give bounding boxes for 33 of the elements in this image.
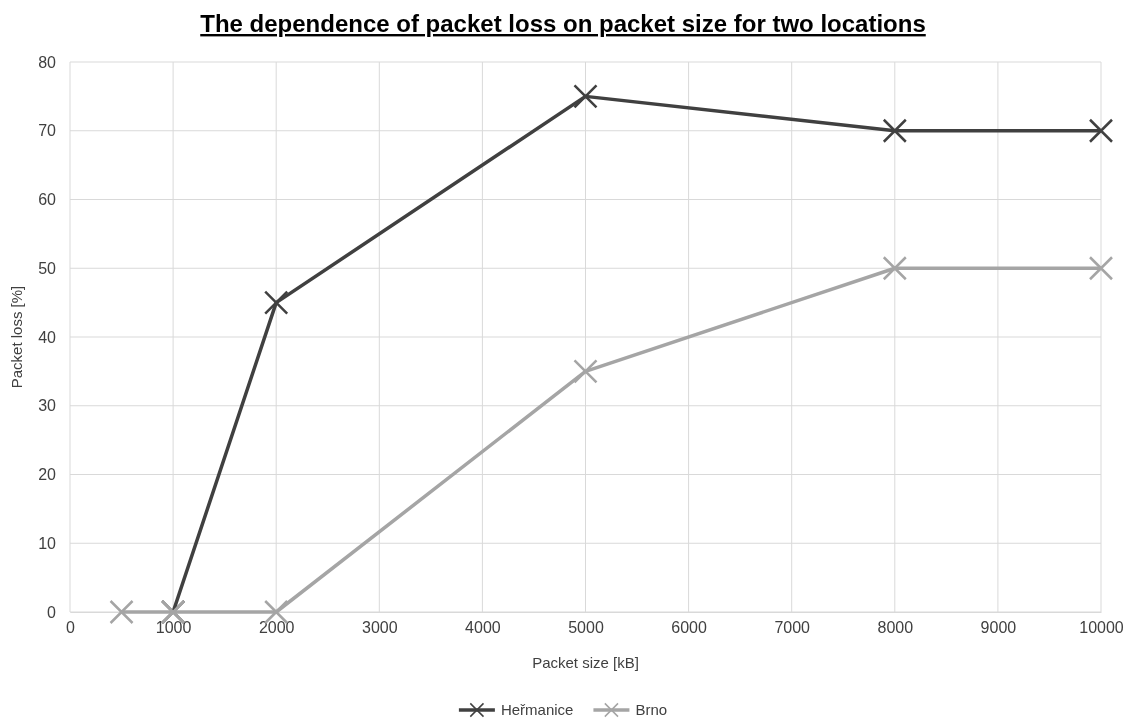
x-tick-label: 1000	[155, 619, 192, 637]
y-tick-label: 10	[38, 534, 57, 552]
y-axis-title: Packet loss [%]	[8, 285, 25, 389]
x-tick-label: 3000	[362, 619, 398, 637]
x-tick-label: 5000	[568, 619, 604, 637]
x-tick-label: 2000	[258, 619, 295, 637]
point	[1088, 118, 1114, 143]
point	[1088, 256, 1114, 281]
point	[573, 84, 598, 109]
y-tick-label: 70	[38, 122, 57, 140]
x-tick-label: 7000	[774, 619, 811, 637]
point	[882, 256, 908, 281]
y-tick-label: 30	[38, 397, 57, 415]
x-tick-label: 9000	[980, 619, 1017, 637]
y-tick-label: 50	[38, 259, 57, 277]
point	[263, 290, 289, 315]
y-tick-label: 20	[38, 466, 57, 484]
x-tick-label: 4000	[465, 619, 501, 637]
x-tick-label: 8000	[877, 619, 914, 637]
y-tick-label: 0	[47, 603, 57, 621]
chart-title: The dependence of packet loss on packet size for two locations	[200, 10, 926, 37]
legend-label: Brno	[635, 701, 668, 718]
point	[573, 359, 598, 384]
y-tick-label: 80	[38, 53, 57, 71]
x-tick-label: 0	[66, 619, 76, 637]
x-tick-label: 10000	[1079, 619, 1124, 637]
x-axis-title: Packet size [kB]	[532, 654, 639, 671]
y-tick-label: 60	[38, 191, 57, 209]
legend-label: Heřmanice	[500, 701, 574, 718]
x-tick-label: 6000	[671, 619, 707, 637]
point	[882, 118, 908, 143]
point	[109, 599, 134, 625]
y-tick-label: 40	[38, 328, 57, 346]
